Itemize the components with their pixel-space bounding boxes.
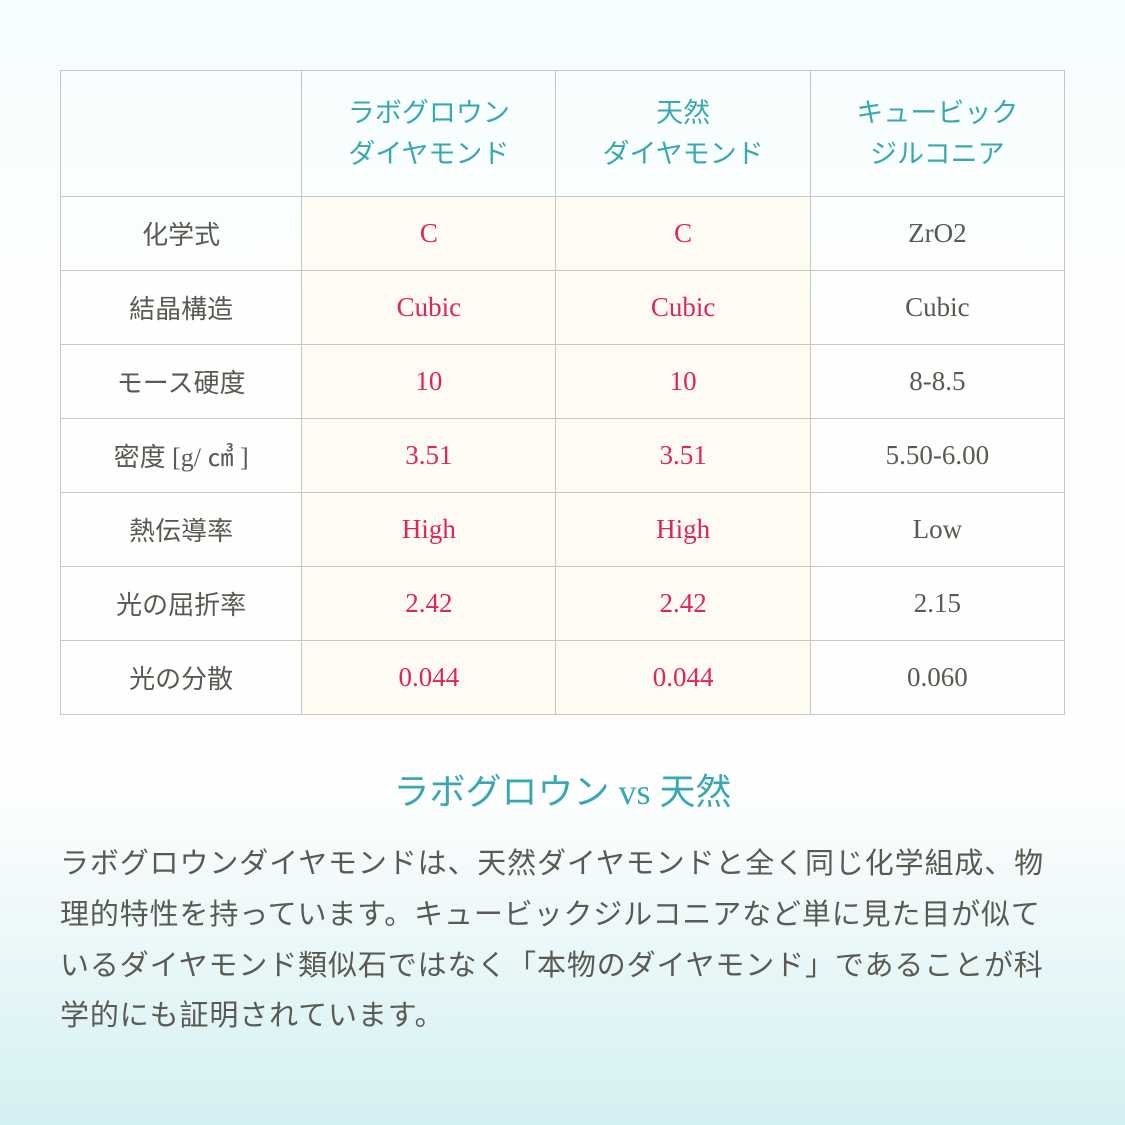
description-text: ラボグロウンダイヤモンドは、天然ダイヤモンドと全く同じ化学組成、物理的特性を持っ… <box>60 839 1065 1042</box>
cell-natural: 10 <box>556 345 810 419</box>
cell-natural: Cubic <box>556 271 810 345</box>
cell-natural: 2.42 <box>556 567 810 641</box>
header-cubic: キュービックジルコニア <box>810 71 1064 197</box>
row-label: モース硬度 <box>61 345 302 419</box>
cell-cubic: 2.15 <box>810 567 1064 641</box>
row-label: 化学式 <box>61 197 302 271</box>
cell-labgrown: 0.044 <box>302 641 556 715</box>
cell-labgrown: High <box>302 493 556 567</box>
cell-cubic: 5.50-6.00 <box>810 419 1064 493</box>
row-label: 結晶構造 <box>61 271 302 345</box>
table-row: 熱伝導率 High High Low <box>61 493 1065 567</box>
table-row: 結晶構造 Cubic Cubic Cubic <box>61 271 1065 345</box>
header-empty <box>61 71 302 197</box>
cell-cubic: Cubic <box>810 271 1064 345</box>
table-row: 化学式 C C ZrO2 <box>61 197 1065 271</box>
table-row: 密度 [g/ ㎤ ] 3.51 3.51 5.50-6.00 <box>61 419 1065 493</box>
cell-natural: 0.044 <box>556 641 810 715</box>
table-row: 光の分散 0.044 0.044 0.060 <box>61 641 1065 715</box>
cell-cubic: 0.060 <box>810 641 1064 715</box>
cell-natural: 3.51 <box>556 419 810 493</box>
comparison-table: ラボグロウンダイヤモンド 天然ダイヤモンド キュービックジルコニア 化学式 C … <box>60 70 1065 715</box>
table-header-row: ラボグロウンダイヤモンド 天然ダイヤモンド キュービックジルコニア <box>61 71 1065 197</box>
table-row: モース硬度 10 10 8-8.5 <box>61 345 1065 419</box>
cell-labgrown: Cubic <box>302 271 556 345</box>
table-row: 光の屈折率 2.42 2.42 2.15 <box>61 567 1065 641</box>
cell-natural: C <box>556 197 810 271</box>
cell-labgrown: 3.51 <box>302 419 556 493</box>
cell-cubic: Low <box>810 493 1064 567</box>
cell-cubic: 8-8.5 <box>810 345 1064 419</box>
row-label: 熱伝導率 <box>61 493 302 567</box>
row-label: 光の分散 <box>61 641 302 715</box>
cell-natural: High <box>556 493 810 567</box>
cell-labgrown: 10 <box>302 345 556 419</box>
row-label: 密度 [g/ ㎤ ] <box>61 419 302 493</box>
cell-labgrown: C <box>302 197 556 271</box>
row-label: 光の屈折率 <box>61 567 302 641</box>
header-natural: 天然ダイヤモンド <box>556 71 810 197</box>
cell-labgrown: 2.42 <box>302 567 556 641</box>
cell-cubic: ZrO2 <box>810 197 1064 271</box>
header-labgrown: ラボグロウンダイヤモンド <box>302 71 556 197</box>
section-heading: ラボグロウン vs 天然 <box>60 763 1065 815</box>
